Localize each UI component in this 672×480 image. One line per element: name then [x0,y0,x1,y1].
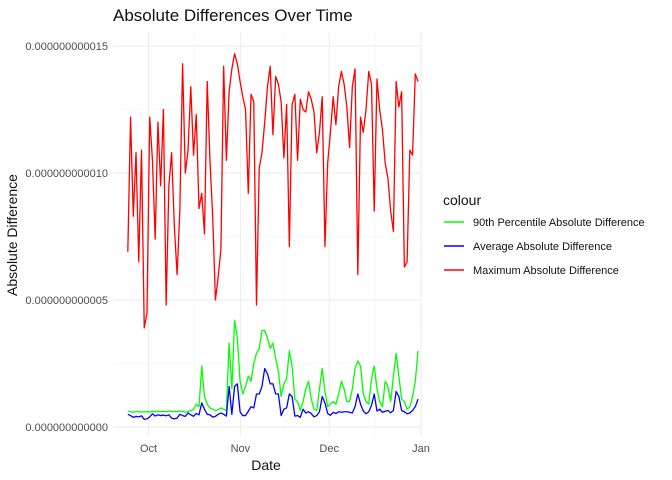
legend-items: 90th Percentile Absolute Difference Avera… [444,217,645,277]
chart-title: Absolute Differences Over Time [113,6,353,25]
y-tick-label: 0.000000000010 [25,168,108,180]
y-tick-label: 0.000000000015 [25,41,108,53]
series-line-1 [127,367,419,421]
legend-label: Maximum Absolute Difference [473,265,619,277]
y-axis-title: Absolute Difference [4,174,20,296]
legend-label: 90th Percentile Absolute Difference [473,217,645,229]
x-tick-label: Oct [140,443,157,455]
x-axis-title: Date [251,457,281,473]
x-tick-label: Jan [412,443,430,455]
x-axis-ticks: Oct Nov Dec Jan [140,443,430,455]
y-axis-ticks: 0.000000000000 0.000000000005 0.0000000000… [25,41,108,434]
legend-item: 90th Percentile Absolute Difference [444,217,645,229]
series-line-2 [127,52,419,329]
legend-label: Average Absolute Difference [473,241,612,253]
series-line-0 [127,319,419,413]
legend-title: colour [443,192,481,208]
y-tick-label: 0.000000000000 [25,422,108,434]
x-tick-label: Dec [319,443,339,455]
y-tick-label: 0.000000000005 [25,295,108,307]
plot-panel [113,32,422,436]
legend-item: Average Absolute Difference [444,241,612,253]
legend-item: Maximum Absolute Difference [444,265,619,277]
series-layer [127,52,419,421]
grid-lines [113,32,422,436]
x-tick-label: Nov [231,443,251,455]
legend: colour 90th Percentile Absolute Differen… [443,192,645,277]
